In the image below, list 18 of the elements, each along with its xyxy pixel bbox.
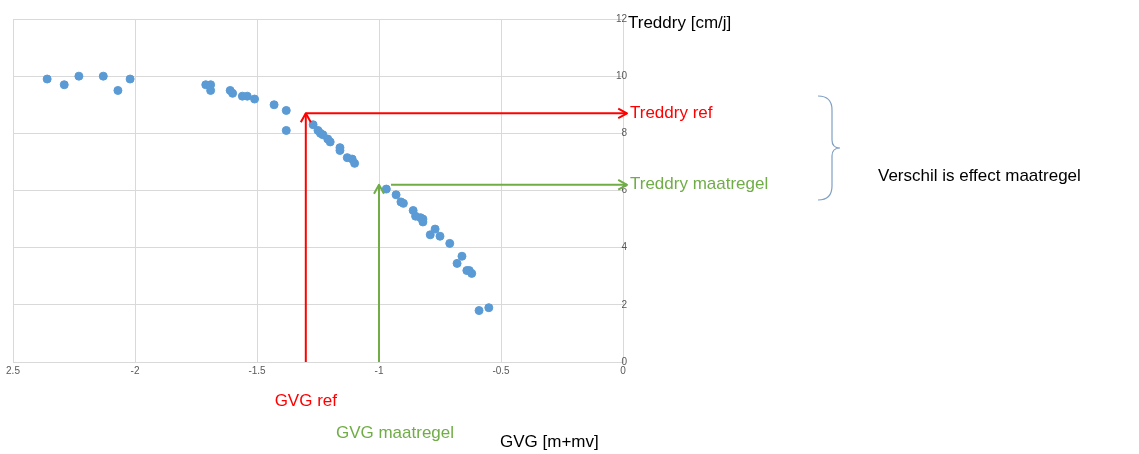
x-tick-label: 2.5 (6, 364, 21, 376)
y-axis-title: Treddry [cm/j] (628, 12, 732, 32)
x-tick-label: -1 (374, 364, 384, 376)
x-axis-title: GVG [m+mv] (500, 431, 599, 451)
y-tick-label: 12 (615, 12, 628, 24)
ref-line-label: Treddry maatregel (630, 174, 769, 194)
x-tick-label: -1.5 (248, 364, 267, 376)
y-tick-label: 8 (621, 127, 628, 139)
ref-line-label: GVG maatregel (335, 422, 455, 442)
x-tick-label: -0.5 (492, 364, 511, 376)
y-tick-label: 4 (621, 241, 628, 253)
y-tick-label: 10 (615, 69, 628, 81)
text: Verschil is effect maatregel (878, 165, 1081, 185)
ref-line-label: Treddry ref (630, 103, 713, 123)
y-tick-label: 0 (621, 355, 628, 367)
x-tick-label: -2 (130, 364, 140, 376)
y-tick-label: 2 (621, 298, 628, 310)
ref-line-label: GVG ref (274, 390, 338, 410)
